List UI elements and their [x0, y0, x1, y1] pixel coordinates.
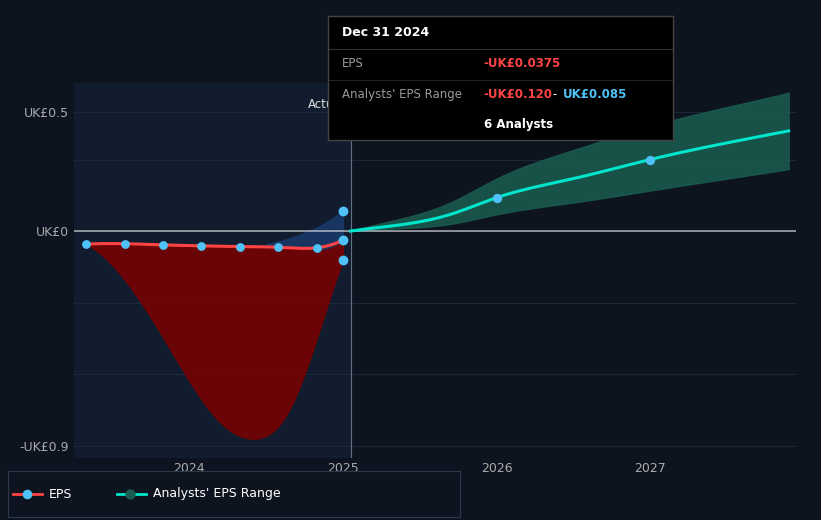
Text: 6 Analysts: 6 Analysts: [484, 118, 553, 131]
Point: [233, 242, 246, 251]
Text: EPS: EPS: [49, 488, 72, 500]
Text: Analysts Forecasts: Analysts Forecasts: [357, 98, 466, 111]
Point: [124, 490, 137, 498]
Point: [490, 193, 503, 202]
Text: Actual: Actual: [307, 98, 345, 111]
Text: Analysts' EPS Range: Analysts' EPS Range: [153, 488, 280, 500]
Bar: [74, 83, 351, 458]
Point: [80, 240, 93, 249]
Point: [337, 255, 350, 264]
Point: [21, 490, 34, 498]
Point: [337, 236, 350, 244]
Text: -UK£0.0375: -UK£0.0375: [484, 57, 561, 70]
Point: [118, 240, 131, 248]
Text: Dec 31 2024: Dec 31 2024: [342, 25, 429, 38]
Point: [337, 206, 350, 215]
Point: [337, 236, 350, 244]
Point: [310, 243, 323, 252]
Point: [195, 242, 208, 250]
Text: UK£0.085: UK£0.085: [563, 88, 627, 101]
Text: -: -: [549, 88, 561, 101]
Text: Analysts' EPS Range: Analysts' EPS Range: [342, 88, 462, 101]
Text: -UK£0.120: -UK£0.120: [484, 88, 553, 101]
Point: [157, 241, 170, 249]
Point: [644, 155, 657, 164]
Text: EPS: EPS: [342, 57, 364, 70]
Point: [272, 243, 285, 252]
